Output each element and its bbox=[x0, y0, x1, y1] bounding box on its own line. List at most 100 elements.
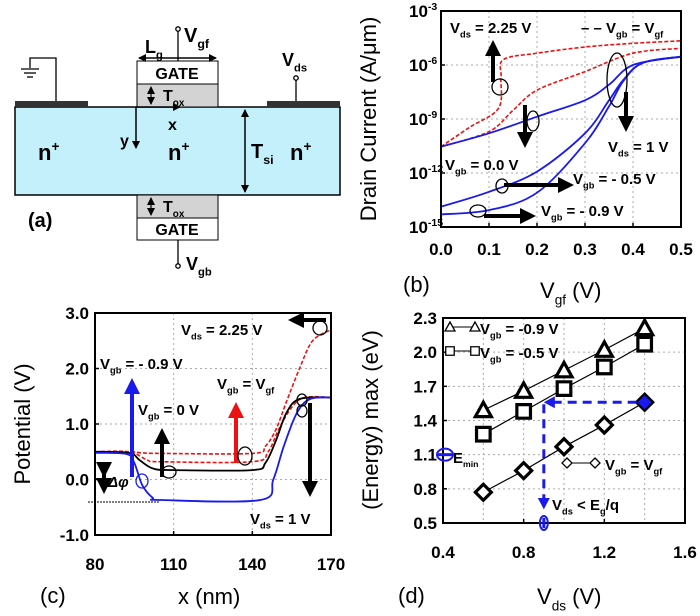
x-tick-label: 1.6 bbox=[673, 543, 697, 562]
annotation-vgb-eq-vgf: Vgb = Vgf bbox=[217, 376, 275, 396]
square-marker bbox=[595, 358, 613, 376]
y-tick-label: -1.0 bbox=[60, 526, 89, 545]
y-tick-label: 3.0 bbox=[65, 304, 89, 323]
annotation-vgb-0: Vgb = 0 V bbox=[138, 402, 199, 422]
panel-label-c: (c) bbox=[40, 583, 66, 608]
arrow-left-icon bbox=[543, 396, 555, 409]
triangle-marker bbox=[633, 316, 656, 337]
y-tick-label: 10-9 bbox=[409, 109, 437, 129]
x-tick-label: 0.0 bbox=[429, 240, 453, 259]
x-axis-title: Vds (V) bbox=[537, 584, 602, 614]
tsi-label: Tsi bbox=[251, 141, 274, 167]
series-curve bbox=[94, 395, 332, 464]
x-tick-label: 0.8 bbox=[512, 543, 536, 562]
y-tick-label: 0.0 bbox=[65, 471, 89, 490]
curve-marker-ellipse bbox=[135, 473, 149, 489]
blue-diamond-marker bbox=[637, 395, 652, 410]
panel-label-d: (d) bbox=[398, 583, 425, 608]
square-marker bbox=[445, 346, 455, 356]
y-tick-label: 1.0 bbox=[65, 415, 89, 434]
legend-vgb-neg-0-9: Vgb = -0.9 V bbox=[480, 321, 559, 341]
annotation-vds-1: Vds = 1 V bbox=[250, 511, 310, 531]
device-diagram: GATE GATE Vgf Vds Vgb Lg Tox Tox x y Tsi… bbox=[14, 25, 341, 278]
tox-bottom-label: Tox bbox=[163, 199, 185, 220]
annotation-vds-2-25: Vds = 2.25 V bbox=[181, 322, 262, 342]
x-tick-label: 0.3 bbox=[573, 240, 597, 259]
triangle-marker bbox=[512, 379, 535, 399]
panel-label-b: (b) bbox=[403, 272, 430, 297]
y-axis-title: (Energy) max (eV) bbox=[358, 330, 383, 510]
potential-chart: 80 110 140 170 3.0 2.0 1.0 0.0 -1.0 Potential (V… bbox=[10, 304, 345, 609]
annotation-emin: Emin bbox=[453, 450, 478, 469]
legend-vgb-neg-0-5: Vgb = -0.5 V bbox=[480, 345, 559, 365]
drain-current-chart: 0.0 0.1 0.2 0.3 0.4 0.5 10-3 10-6 10-9 10-12 10-15… bbox=[356, 1, 693, 308]
y-tick-label: 2.0 bbox=[65, 360, 89, 379]
triangle-marker bbox=[443, 320, 457, 332]
x-tick-label: 80 bbox=[86, 555, 105, 574]
y-tick-label: 10-3 bbox=[409, 1, 437, 21]
vgf-label: Vgf bbox=[184, 25, 210, 51]
x-tick-label: 0.4 bbox=[431, 543, 455, 562]
series-curve bbox=[440, 40, 682, 148]
x-tick-label: 110 bbox=[160, 555, 187, 574]
annotation-vds-lt-eg: Vds < Eg/q bbox=[552, 497, 619, 517]
x-axis-title: x (nm) bbox=[178, 584, 240, 609]
silicon-body bbox=[14, 106, 341, 196]
curve-marker-ellipse bbox=[491, 78, 509, 96]
x-tick-label: 0.5 bbox=[669, 240, 693, 259]
y-tick-label: 10-15 bbox=[409, 217, 443, 237]
y-tick-label: 2.0 bbox=[413, 343, 437, 362]
x-tick-label: 1.2 bbox=[593, 543, 617, 562]
curve-marker-ellipse bbox=[606, 52, 628, 108]
annotation-vds-1: Vds = 1 V bbox=[608, 139, 668, 159]
diamond-marker bbox=[473, 481, 494, 503]
y-tick-label: 1.7 bbox=[413, 377, 437, 396]
arrow-down-icon bbox=[537, 497, 550, 510]
series-curve bbox=[440, 47, 682, 148]
legend-vgb-eq-vgf: – – Vgb = Vgf bbox=[581, 20, 664, 40]
diamond-marker bbox=[553, 436, 575, 457]
diamond-marker bbox=[594, 414, 615, 436]
annotation-vgb-neg-0-9: Vgb = - 0.9 V bbox=[100, 356, 183, 376]
curve-marker-ellipse bbox=[237, 446, 253, 466]
y-axis-title: Potential (V) bbox=[10, 363, 35, 484]
x-tick-label: 140 bbox=[238, 555, 266, 574]
y-axis-label: y bbox=[120, 133, 129, 150]
y-tick-label: 10-12 bbox=[409, 163, 443, 183]
y-tick-label: 0.5 bbox=[413, 514, 437, 533]
y-tick-label: 10-6 bbox=[409, 55, 437, 75]
triangle-marker bbox=[472, 398, 495, 419]
curve-marker-ellipse bbox=[296, 404, 308, 418]
curve-marker-ellipse bbox=[312, 320, 328, 336]
n-plus-channel: n+ bbox=[168, 139, 189, 165]
square-marker bbox=[470, 346, 480, 356]
source-contact bbox=[15, 101, 88, 107]
diamond-marker bbox=[513, 460, 534, 481]
series-curve bbox=[94, 396, 332, 472]
annotation-vds-2-25: Vds = 2.25 V bbox=[450, 20, 531, 40]
x-axis-label: x bbox=[168, 117, 177, 134]
annotation-vgb-neg-0-9: Vgb = - 0.9 V bbox=[541, 203, 624, 223]
lg-label: Lg bbox=[145, 37, 163, 61]
bottom-gate-label: GATE bbox=[155, 222, 199, 239]
annotation-vgb-0: Vgb = 0.0 V bbox=[445, 157, 519, 177]
x-tick-label: 0.4 bbox=[621, 240, 645, 259]
square-marker bbox=[515, 402, 533, 420]
x-tick-label: 170 bbox=[317, 555, 345, 574]
vds-label: Vds bbox=[282, 50, 307, 74]
triangle-marker bbox=[553, 359, 575, 379]
ground-icon bbox=[21, 57, 57, 101]
series-curve bbox=[440, 55, 682, 216]
series-curve bbox=[94, 328, 332, 455]
y-tick-label: 1.1 bbox=[413, 446, 437, 465]
vds-threshold-ellipse bbox=[538, 515, 549, 531]
panel-label-a: (a) bbox=[28, 210, 52, 232]
x-tick-label: 0.2 bbox=[525, 240, 549, 259]
series-curve bbox=[440, 55, 682, 148]
y-tick-label: 1.4 bbox=[413, 412, 437, 431]
annotation-delta-phi: Δφ bbox=[107, 474, 129, 491]
curve-marker-ellipse bbox=[469, 204, 487, 218]
curve-marker-ellipse bbox=[296, 393, 308, 407]
x-axis-title: Vgf (V) bbox=[540, 278, 601, 308]
